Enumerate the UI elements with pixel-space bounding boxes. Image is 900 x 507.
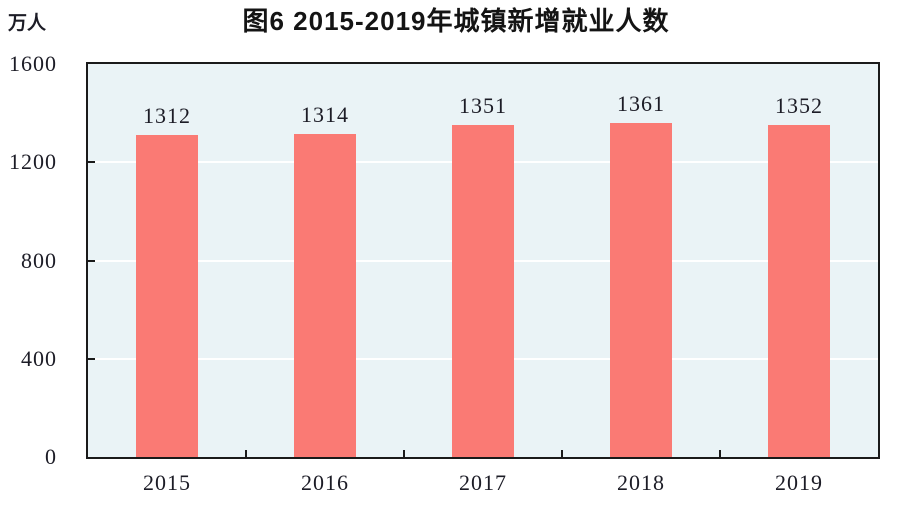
y-axis-label-1600: 1600 — [9, 51, 57, 76]
x-axis-tick — [719, 450, 721, 457]
bar-2016 — [294, 134, 356, 457]
bar-value-label-2015: 1312 — [143, 102, 191, 128]
bar-value-label-2019: 1352 — [775, 92, 823, 118]
plot-area: 1312 1314 1351 1361 1352 — [86, 62, 880, 459]
x-axis-label-2018: 2018 — [617, 470, 665, 495]
y-axis-tick-1200 — [88, 161, 95, 164]
y-axis-label-1200: 1200 — [9, 149, 57, 175]
x-axis-label-2015: 2015 — [143, 470, 191, 495]
x-axis-label-2019: 2019 — [775, 470, 823, 495]
y-axis-tick-800 — [88, 259, 95, 262]
bar-2019 — [768, 124, 830, 457]
y-axis-label-400: 400 — [21, 345, 57, 371]
chart-title: 图6 2015-2019年城镇新增就业人数 — [242, 6, 670, 36]
bar-value-label-2018: 1361 — [617, 90, 665, 116]
bar-2017 — [452, 125, 514, 457]
bar-2018 — [610, 122, 672, 457]
x-axis-label-2016: 2016 — [301, 470, 349, 495]
y-axis-label-0: 0 — [45, 444, 57, 469]
bar-value-label-2017: 1351 — [459, 93, 507, 119]
x-axis-tick — [403, 450, 405, 457]
y-axis-label-800: 800 — [21, 247, 57, 273]
x-axis-tick — [561, 450, 563, 457]
x-axis-tick — [245, 450, 247, 457]
y-axis-tick-400 — [88, 357, 95, 360]
y-axis-unit-label: 万人 — [8, 13, 47, 34]
bar-2015 — [136, 134, 198, 457]
x-axis-label-2017: 2017 — [459, 470, 507, 495]
bar-value-label-2016: 1314 — [301, 102, 349, 128]
